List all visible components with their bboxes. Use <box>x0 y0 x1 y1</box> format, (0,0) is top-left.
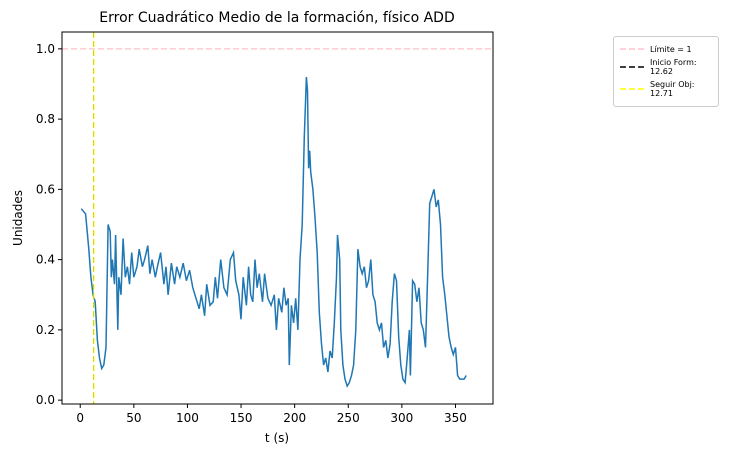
y-tick-label: 0.4 <box>36 253 55 267</box>
y-axis-label: Unidades <box>11 190 25 246</box>
x-tick-label: 100 <box>176 411 199 425</box>
legend-entry: Seguir Obj: 12.71 <box>614 80 718 98</box>
x-tick-label: 150 <box>230 411 253 425</box>
legend-swatch <box>620 88 644 90</box>
x-tick-label: 350 <box>444 411 467 425</box>
x-tick-label: 250 <box>337 411 360 425</box>
legend-swatch <box>620 48 644 50</box>
legend-swatch <box>620 66 644 68</box>
chart-title: Error Cuadrático Medio de la formación, … <box>99 10 454 26</box>
legend-label: Seguir Obj: 12.71 <box>650 80 695 98</box>
x-tick-label: 50 <box>126 411 141 425</box>
plot-frame <box>61 31 494 405</box>
legend-label: Inicio Form: 12.62 <box>650 58 697 76</box>
x-tick-label: 0 <box>76 411 84 425</box>
legend: Límite = 1 Inicio Form: 12.62 Seguir Obj: … <box>613 36 719 107</box>
legend-label: Límite = 1 <box>650 44 692 54</box>
y-tick-label: 0.2 <box>36 323 55 337</box>
x-tick-label: 300 <box>390 411 413 425</box>
legend-entry: Inicio Form: 12.62 <box>614 58 718 76</box>
data-line <box>80 76 467 388</box>
y-tick-label: 1.0 <box>36 42 55 56</box>
legend-entry: Límite = 1 <box>614 44 718 54</box>
y-tick-label: 0.0 <box>36 393 55 407</box>
x-axis-label: t (s) <box>265 431 289 445</box>
y-tick-label: 0.8 <box>36 112 55 126</box>
x-tick-label: 200 <box>283 411 306 425</box>
y-tick-label: 0.6 <box>36 182 55 196</box>
